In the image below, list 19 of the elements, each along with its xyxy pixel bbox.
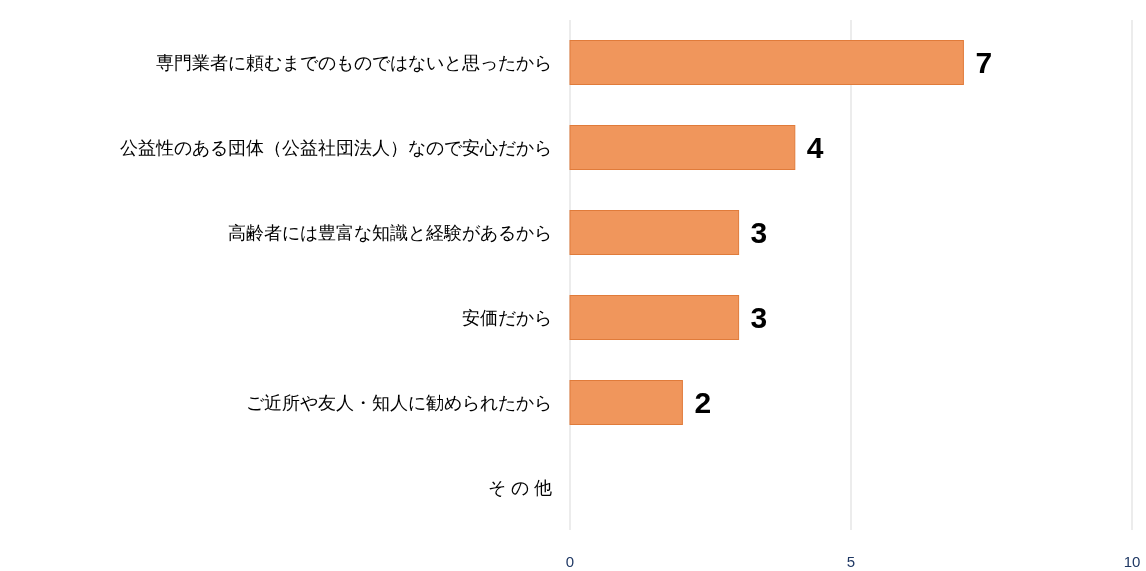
x-tick-label: 0 <box>565 553 575 570</box>
data-label: 3 <box>750 300 768 334</box>
bar <box>569 40 964 85</box>
data-label: 3 <box>750 215 768 249</box>
bar <box>569 125 796 170</box>
y-tick-label: 専門業者に頼むまでのものではないと思ったから <box>156 52 552 73</box>
data-label: 2 <box>694 385 712 419</box>
data-label: 7 <box>975 45 993 79</box>
y-tick-label: 高齢者には豊富な知識と経験があるから <box>228 222 552 243</box>
bar <box>569 210 740 255</box>
y-tick-label: ご近所や友人・知人に勧められたから <box>246 392 552 413</box>
bar <box>569 295 740 340</box>
x-tick-label: 5 <box>846 553 856 570</box>
data-label: 4 <box>806 130 824 164</box>
bar <box>569 380 683 425</box>
y-tick-label: 安価だから <box>462 307 552 328</box>
y-tick-label: そ の 他 <box>487 477 552 498</box>
x-tick-label: 10 <box>1123 553 1141 570</box>
y-tick-label: 公益性のある団体（公益社団法人）なので安心だから <box>120 137 552 158</box>
